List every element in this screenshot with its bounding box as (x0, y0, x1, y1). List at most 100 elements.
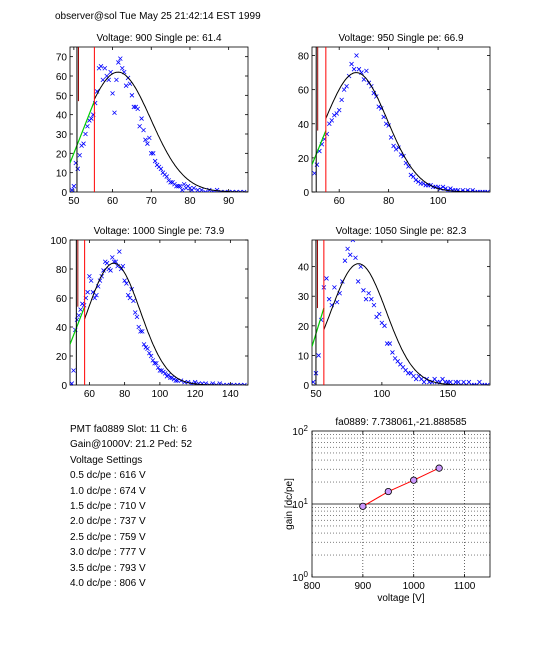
data-point (234, 189, 239, 192)
voltage-setting-7: 4.0 dc/pe : 806 V (70, 577, 146, 589)
data-point (331, 112, 337, 118)
data-point (87, 273, 92, 279)
data-point (462, 189, 468, 192)
x-tick-label: 100 (430, 196, 447, 207)
data-point (143, 137, 148, 143)
data-point (393, 147, 399, 152)
y-tick-label: 80 (298, 52, 310, 63)
gain-pedestal: Gain@1000V: 21.2 Ped: 52 (70, 439, 193, 451)
data-point (136, 324, 142, 330)
data-point (350, 240, 356, 243)
x-tick-label: 60 (107, 196, 119, 207)
data-point (92, 295, 97, 301)
data-point (416, 179, 421, 185)
data-point (71, 368, 76, 373)
x-tick-label: 150 (439, 389, 456, 400)
data-point (85, 289, 90, 295)
chart-panel-3: Voltage: 1050 Single pe: 82.3 50 100 150 0 10… (298, 226, 491, 400)
y-tick-exponent: 2 (304, 424, 309, 433)
data-point (98, 64, 104, 69)
data-point (199, 187, 204, 192)
y-tick-label: 40 (298, 263, 310, 274)
y-tick-label: 40 (56, 323, 68, 334)
plot-area (70, 240, 248, 385)
data-point (440, 184, 446, 190)
gain-data-point (410, 476, 418, 484)
data-point (334, 111, 340, 116)
gain-data-point (359, 502, 367, 510)
data-point (387, 341, 393, 346)
axes-box (311, 430, 491, 578)
data-point (214, 187, 220, 192)
voltage-setting-3: 2.0 dc/pe : 737 V (70, 516, 146, 528)
y-tick-label: 20 (298, 322, 310, 333)
data-point (152, 158, 158, 164)
header-observer-timestamp: observer@sol Tue May 25 21:42:14 EST 199… (55, 11, 261, 22)
data-point (369, 296, 374, 302)
data-point (334, 299, 340, 305)
data-point (332, 285, 337, 290)
data-point (213, 382, 219, 385)
data-point (168, 375, 173, 381)
data-point (364, 68, 369, 74)
data-point (145, 346, 150, 352)
x-tick-label: 80 (184, 196, 196, 207)
y-tick-label: 70 (56, 53, 68, 64)
x-tick-label: 120 (187, 389, 204, 400)
data-point (391, 143, 396, 149)
x-tick-label: 900 (355, 581, 372, 592)
fit-curve (93, 71, 248, 192)
plot-area (70, 47, 248, 192)
y-tick-label: 100 (292, 570, 308, 584)
data-point (148, 151, 154, 156)
data-point (241, 189, 247, 192)
data-point (376, 311, 382, 317)
data-point (411, 174, 416, 179)
data-point (124, 281, 129, 286)
y-tick-label: 20 (56, 352, 68, 363)
data-point (230, 189, 235, 192)
data-point (157, 368, 163, 373)
data-point (174, 183, 179, 189)
y-tick-exponent: 1 (304, 497, 309, 506)
data-point (115, 263, 120, 269)
data-point (164, 174, 170, 179)
data-point (158, 166, 164, 172)
data-point (145, 141, 150, 146)
y-tick-label: 0 (61, 381, 67, 392)
x-tick-label: 50 (310, 389, 322, 400)
data-point (341, 87, 347, 92)
data-point (108, 268, 113, 273)
data-point (150, 358, 156, 363)
data-point (108, 69, 113, 75)
voltage-setting-2: 1.5 dc/pe : 710 V (70, 500, 146, 512)
gain-data-point (384, 487, 392, 496)
data-point (324, 276, 329, 281)
x-tick-label: 50 (68, 196, 80, 207)
data-point (371, 90, 377, 96)
data-point (118, 56, 123, 61)
data-point (349, 61, 354, 67)
fit-curve (323, 263, 490, 385)
data-point (195, 187, 200, 192)
chart-title: Voltage: 950 Single pe: 66.9 (338, 33, 464, 44)
data-point (141, 127, 146, 133)
x-tick-label: 60 (84, 389, 96, 400)
data-point (155, 365, 161, 370)
data-point (485, 189, 490, 192)
data-point (168, 180, 173, 185)
y-tick-label: 0 (303, 188, 309, 199)
data-point (123, 83, 129, 88)
data-point (176, 183, 181, 189)
data-point (100, 77, 106, 83)
y-tick-label: 80 (56, 265, 68, 276)
y-tick-label: 101 (292, 497, 308, 511)
data-point (344, 83, 349, 89)
y-tick-label: 40 (56, 111, 68, 122)
data-point (358, 264, 364, 269)
grid-lines (312, 431, 490, 577)
data-point (110, 91, 115, 96)
data-point (388, 135, 394, 140)
data-point (327, 121, 332, 127)
data-point (150, 151, 156, 156)
